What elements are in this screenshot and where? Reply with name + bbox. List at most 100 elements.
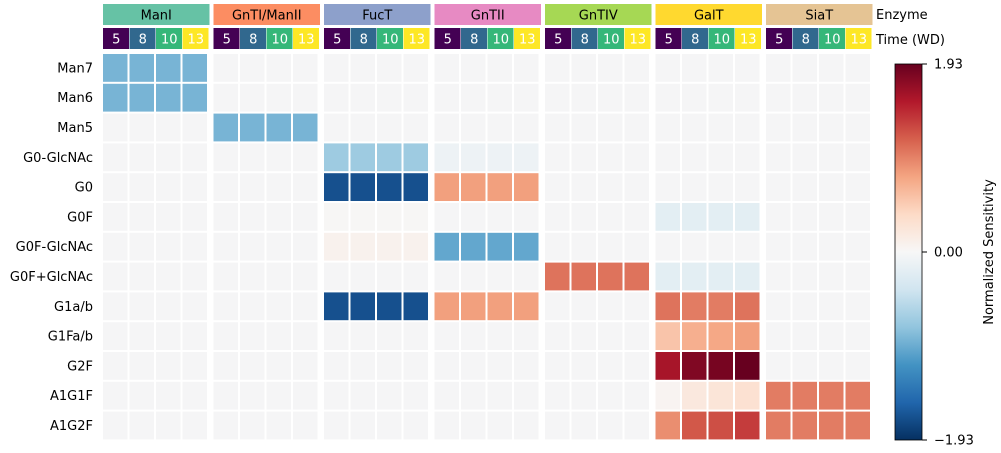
colorbar-tick-label: −1.93 [934,434,974,449]
heatmap-cell [182,83,207,112]
heatmap-cell [266,262,291,291]
heatmap-cell [129,262,154,291]
time-header-text: 13 [187,33,204,48]
heatmap-cell [624,381,649,410]
heatmap-cell [129,143,154,172]
heatmap-cell [324,173,349,201]
heatmap-cell [403,322,428,350]
heatmap-cell [377,203,402,231]
enzyme-header-1: GnTI/ManII [213,4,320,25]
time-header-text: 10 [382,33,399,48]
heatmap-cell [213,381,238,410]
heatmap-cell [377,381,402,410]
time-header-cell: 8 [792,28,819,49]
heatmap-cell [735,143,760,172]
heatmap-cell [545,262,570,291]
heatmap-cell [819,232,844,261]
enzyme-header-text: FucT [362,9,392,24]
row-label: Man7 [57,61,93,76]
time-header-cell: 10 [156,28,182,49]
heatmap-cell [403,83,428,112]
heatmap-cell [377,322,402,350]
heatmap-cell [461,262,486,291]
heatmap-cell [571,143,596,172]
time-header-cell: 13 [624,28,651,49]
heatmap-cell [545,381,570,410]
heatmap-cell [682,143,707,172]
heatmap-cell [213,83,238,112]
heatmap-cell [571,352,596,380]
heatmap-cell [735,411,760,440]
heatmap-cell [655,411,680,440]
heatmap-cell [514,113,539,142]
heatmap-cell [293,173,318,201]
heatmap-cell [182,113,207,142]
enzyme-header-text: ManI [141,9,172,24]
heatmap-cell [350,232,375,261]
heatmap-cell [845,262,870,291]
heatmap-cell [461,352,486,380]
heatmap-cell [735,54,760,82]
heatmap-cell [213,203,238,231]
heatmap-cell [266,352,291,380]
row-label: G0F-GlcNAc [16,240,93,255]
heatmap-cell [182,54,207,82]
heatmap-cell [487,113,512,142]
heatmap-cell [156,143,181,172]
heatmap-cell [487,143,512,172]
heatmap-cell [514,292,539,321]
heatmap-cell [819,411,844,440]
heatmap-cell [708,411,733,440]
heatmap-cell [571,173,596,201]
heatmap-cell [792,232,817,261]
heatmap-cell [434,143,459,172]
heatmap-cell [766,262,791,291]
heatmap-cell [240,381,265,410]
heatmap-cell [434,322,459,350]
heatmap-cell [103,232,128,261]
heatmap-cell [655,203,680,231]
row-label: A1G1F [50,389,93,404]
time-header-text: 13 [850,33,867,48]
heatmap-cell [240,143,265,172]
row-label: A1G2F [50,419,93,434]
heatmap-cell [293,232,318,261]
heatmap-cell [403,203,428,231]
heatmap-cell [240,203,265,231]
heatmap-cell [377,83,402,112]
time-header-text: 10 [713,33,730,48]
heatmap-cell [434,173,459,201]
heatmap-cell [708,143,733,172]
heatmap-cell [598,322,623,350]
heatmap-cell [735,203,760,231]
heatmap-cell [655,83,680,112]
enzyme-header-box [655,4,762,25]
heatmap-cell [487,83,512,112]
heatmap-cell [845,381,870,410]
heatmap-cell [766,292,791,321]
time-header-box [598,28,624,49]
heatmap-cell [571,232,596,261]
time-header-text: 10 [824,33,841,48]
row-label: G1a/b [54,300,93,315]
heatmap-cell [571,322,596,350]
heatmap-cell [350,83,375,112]
heatmap-cell [182,322,207,350]
heatmap-cell [461,292,486,321]
time-header-box [240,28,266,49]
heatmap-cell [487,292,512,321]
heatmap-cell [213,232,238,261]
heatmap-cell [624,352,649,380]
time-header-cell: 5 [434,28,461,49]
heatmap-cell [819,143,844,172]
time-header-cell: 8 [461,28,487,49]
time-header-box [324,28,350,49]
heatmap-cell [624,173,649,201]
heatmap-cells [103,54,870,440]
heatmap-cell [240,83,265,112]
heatmap-cell [624,322,649,350]
heatmap-cell [598,113,623,142]
time-header-cell: 8 [571,28,598,49]
heatmap-cell [129,352,154,380]
heatmap-cell [403,381,428,410]
